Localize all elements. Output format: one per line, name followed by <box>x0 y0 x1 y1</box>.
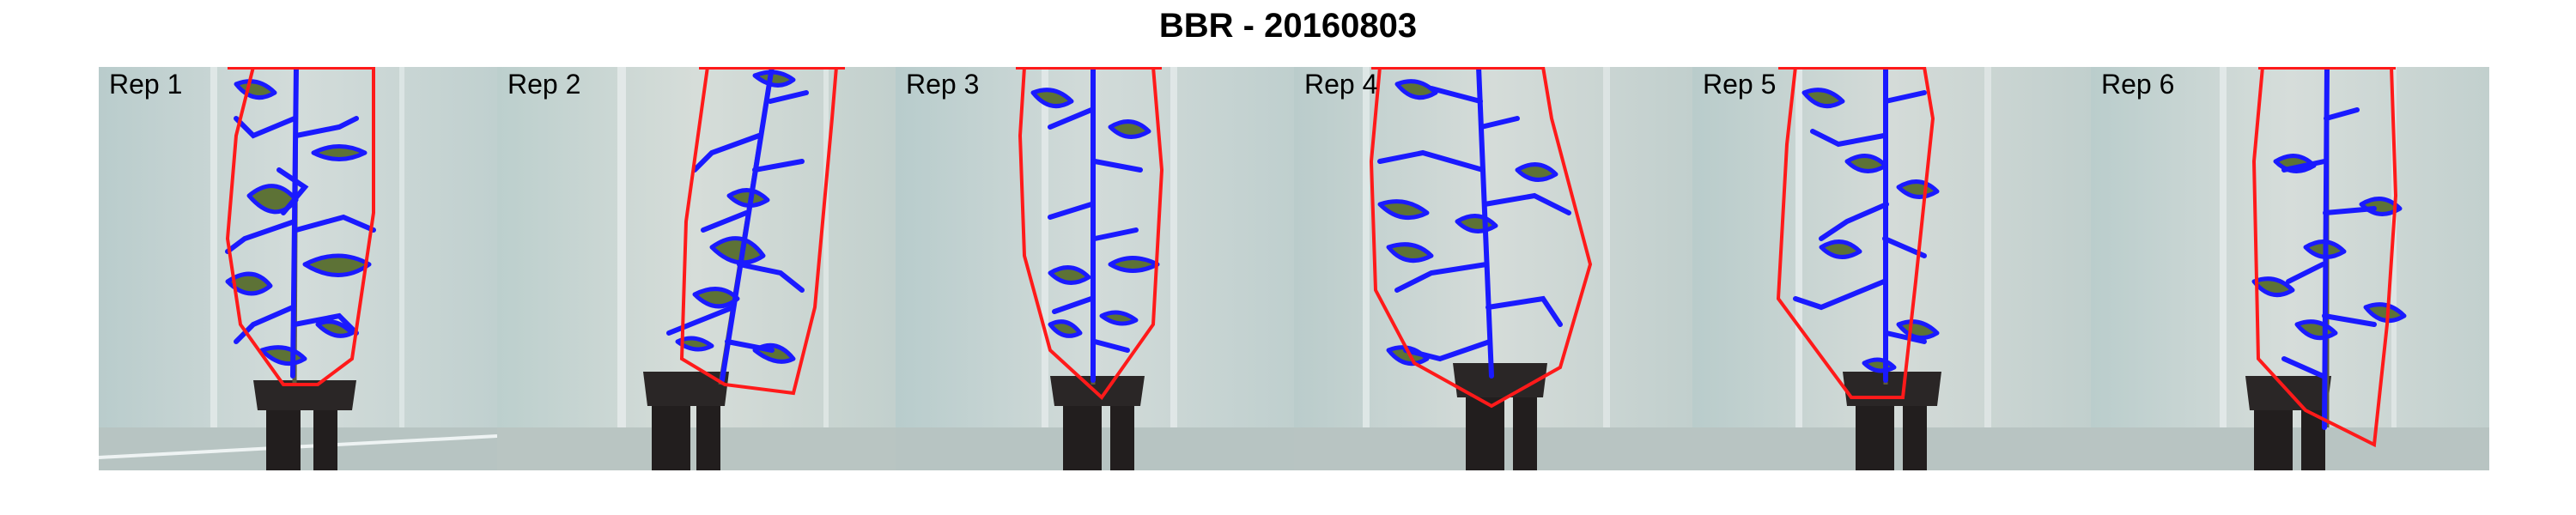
panel-rep-5: Rep 5 <box>1692 67 2091 470</box>
rep-label: Rep 4 <box>1304 69 1378 100</box>
panel-rep-1: Rep 1 <box>99 67 497 470</box>
stem-contours-rep-6 <box>2281 67 2377 430</box>
leaf-contours-rep-1 <box>225 79 372 367</box>
rep-label: Rep 1 <box>109 69 183 100</box>
convex-hull-rep-5 <box>1776 67 1935 399</box>
leaf-contours-rep-2 <box>675 70 796 364</box>
convex-hull-rep-3 <box>1018 67 1164 401</box>
stem-contours-rep-3 <box>1048 67 1143 383</box>
rep-label: Rep 3 <box>906 69 980 100</box>
panel-rep-2: Rep 2 <box>497 67 896 470</box>
plant-image-rep-1 <box>99 67 497 470</box>
plant-image-rep-3 <box>896 67 1294 470</box>
panel-rep-6: Rep 6 <box>2091 67 2489 470</box>
stem-contours-rep-2 <box>666 67 809 383</box>
convex-hull-rep-4 <box>1369 67 1593 409</box>
image-strip: Rep 1 <box>99 67 2490 470</box>
plant-image-rep-6 <box>2091 67 2489 470</box>
plant-image-rep-5 <box>1692 67 2091 470</box>
stem-contours-rep-5 <box>1793 67 1927 383</box>
rep-label: Rep 6 <box>2101 69 2175 100</box>
pot-rep-2 <box>643 372 729 406</box>
pot-rep-3 <box>1050 376 1145 406</box>
panel-rep-3: Rep 3 <box>896 67 1294 470</box>
pot-rep-5 <box>1843 372 1941 406</box>
panel-rep-4: Rep 4 <box>1294 67 1692 470</box>
rep-label: Rep 5 <box>1703 69 1777 100</box>
plant-image-rep-4 <box>1294 67 1692 470</box>
convex-hull-rep-2 <box>679 67 839 396</box>
plant-image-rep-2 <box>497 67 896 470</box>
convex-hull-rep-6 <box>2251 67 2398 448</box>
figure-title: BBR - 20160803 <box>1158 7 1418 45</box>
stem-contours-rep-1 <box>225 67 376 379</box>
rep-label: Rep 2 <box>507 69 581 100</box>
stem-contours-rep-4 <box>1377 67 1571 379</box>
convex-hull-rep-1 <box>225 67 375 386</box>
pot-rep-1 <box>253 380 356 410</box>
